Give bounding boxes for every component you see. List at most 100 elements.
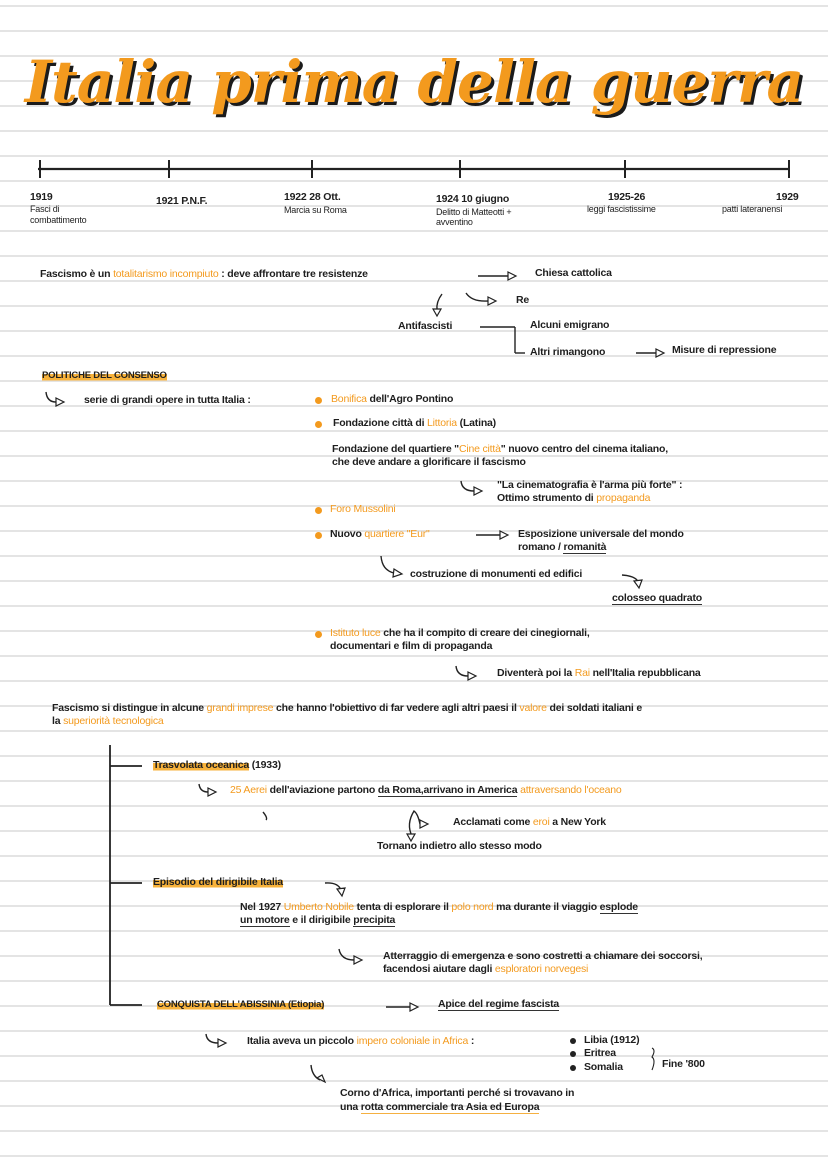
text-segment: Atterraggio di emergenza e sono costrett… bbox=[383, 950, 703, 962]
text-segment: che hanno l'obiettivo di far vedere agli… bbox=[273, 702, 520, 714]
note-line: Misure di repressione bbox=[672, 344, 777, 357]
note-line: "La cinematografia è l'arma più forte" : bbox=[497, 479, 683, 492]
arrow-icon bbox=[455, 665, 478, 681]
text-segment: Somalia bbox=[584, 1061, 623, 1073]
highlighted-keyword: superiorità tecnologica bbox=[63, 715, 164, 727]
text-segment: Nuovo bbox=[330, 528, 365, 540]
text-segment: ma durante il viaggio bbox=[493, 901, 600, 913]
timeline-year: 1924 10 giugno bbox=[436, 193, 510, 205]
timeline-event: patti lateranensi bbox=[722, 204, 783, 214]
note-line: Tornano indietro allo stesso modo bbox=[377, 840, 542, 853]
text-segment: Alcuni emigrano bbox=[530, 319, 610, 331]
section-heading: CONQUISTA DELL'ABISSINIA (Etiopia) bbox=[157, 998, 324, 1011]
timeline-event: avventino bbox=[436, 217, 473, 227]
note-line: documentari e film di propaganda bbox=[330, 640, 492, 653]
note-line: Fondazione città di Littoria (Latina) bbox=[333, 417, 496, 430]
text-segment: : bbox=[468, 1035, 475, 1047]
highlighted-keyword: Bonifica bbox=[331, 393, 367, 405]
text-segment: Acclamati come bbox=[453, 816, 533, 828]
section-heading: Episodio del dirigibile Italia bbox=[153, 876, 283, 889]
bullet-icon bbox=[570, 1038, 576, 1044]
text-segment: Antifascisti bbox=[398, 320, 453, 332]
text-segment: dell'aviazione partono bbox=[266, 784, 378, 796]
note-line: Fondazione del quartiere "Cine città" nu… bbox=[332, 443, 668, 456]
note-line: colosseo quadrato bbox=[612, 592, 702, 605]
note-line: Fine '800 bbox=[662, 1058, 705, 1071]
note-line: Antifascisti bbox=[398, 320, 452, 333]
arrow-icon bbox=[476, 530, 510, 540]
text-segment: Italia aveva un piccolo bbox=[247, 1035, 357, 1047]
note-line: Nuovo quartiere "Eur" bbox=[330, 528, 430, 541]
note-line: Esposizione universale del mondo bbox=[518, 528, 684, 541]
note-line: Fascismo è un totalitarismo incompiuto :… bbox=[40, 268, 368, 281]
note-line: costruzione di monumenti ed edifici bbox=[410, 568, 582, 581]
note-line: Fascismo si distingue in alcune grandi i… bbox=[52, 702, 642, 715]
text-segment: Fascismo è un bbox=[40, 268, 114, 280]
note-line: Eritrea bbox=[584, 1047, 616, 1060]
note-line: Acclamati come eroi a New York bbox=[453, 816, 606, 829]
arrow-icon bbox=[465, 292, 498, 306]
note-line: Istituto luce che ha il compito di crear… bbox=[330, 627, 590, 640]
highlighted-keyword: Istituto luce bbox=[330, 627, 381, 639]
arrow-icon bbox=[621, 574, 643, 590]
text-segment: Altri rimangono bbox=[530, 346, 606, 358]
text-segment: romanità bbox=[563, 541, 607, 554]
text-segment: colosseo quadrato bbox=[612, 592, 702, 605]
note-line: Corno d'Africa, importanti perché si tro… bbox=[340, 1087, 574, 1100]
note-line: che deve andare a glorificare il fascism… bbox=[332, 456, 526, 469]
text-segment: "La cinematografia è l'arma più forte" : bbox=[497, 479, 683, 491]
text-segment: Diventerà poi la bbox=[497, 667, 575, 679]
text-segment: (1933) bbox=[249, 759, 281, 771]
note-line: Libia (1912) bbox=[584, 1034, 640, 1047]
text-segment: " nuovo centro del cinema italiano, bbox=[500, 443, 668, 455]
text-segment: la bbox=[52, 715, 64, 727]
text-segment: che deve andare a glorificare il fascism… bbox=[332, 456, 526, 468]
text-segment: documentari e film di propaganda bbox=[330, 640, 493, 652]
text-segment: Fondazione del quartiere " bbox=[332, 443, 459, 455]
arrow-icon bbox=[324, 882, 346, 898]
text-segment: Fine '800 bbox=[662, 1058, 705, 1070]
text-segment: che ha il compito di creare dei cinegior… bbox=[380, 627, 590, 639]
highlighted-keyword: grandi imprese bbox=[206, 702, 274, 714]
text-segment: da Roma,arrivano in America bbox=[377, 784, 518, 797]
text-segment: Libia (1912) bbox=[584, 1034, 640, 1046]
arrow-icon bbox=[478, 271, 518, 281]
arrow-icon bbox=[405, 809, 430, 843]
text-segment: Esposizione universale del mondo bbox=[518, 528, 684, 540]
bullet-icon bbox=[315, 532, 322, 539]
text-segment: dei soldati italiani e bbox=[546, 702, 643, 714]
highlighted-heading: CONQUISTA DELL'ABISSINIA (Etiopia) bbox=[157, 999, 325, 1010]
highlighted-keyword: attraversando l'oceano bbox=[520, 784, 622, 796]
text-segment: a New York bbox=[549, 816, 606, 828]
arrow-icon bbox=[338, 948, 364, 965]
bullet-icon bbox=[570, 1065, 576, 1071]
arrow-icon bbox=[198, 783, 218, 797]
text-segment: Fondazione città di bbox=[333, 417, 428, 429]
arrow-icon bbox=[636, 348, 666, 358]
text-segment: Corno d'Africa, importanti perché si tro… bbox=[340, 1087, 575, 1099]
text-segment: Eritrea bbox=[584, 1047, 616, 1059]
highlighted-keyword: 25 Aerei bbox=[230, 784, 267, 796]
text-segment: costruzione di monumenti ed edifici bbox=[410, 568, 583, 580]
text-segment: esplode bbox=[599, 901, 638, 914]
note-line: una rotta commerciale tra Asia ed Europa bbox=[340, 1101, 540, 1114]
note-line: un motore e il dirigibile precipita bbox=[240, 914, 395, 927]
note-line: romano / romanità bbox=[518, 541, 606, 554]
text-segment: e il dirigibile bbox=[289, 914, 354, 926]
timeline-year: 1921 P.N.F. bbox=[156, 195, 208, 207]
text-segment: Apice del regime fascista bbox=[438, 998, 560, 1011]
bullet-icon bbox=[315, 397, 322, 404]
text-segment: Chiesa cattolica bbox=[535, 267, 612, 279]
timeline-event: Fasci di bbox=[30, 204, 60, 214]
text-segment: Misure di repressione bbox=[672, 344, 777, 356]
bullet-icon bbox=[570, 1051, 576, 1057]
highlighted-keyword: propaganda bbox=[596, 492, 651, 504]
highlighted-heading: POLITICHE DEL CONSENSO bbox=[42, 370, 167, 381]
highlighted-keyword: Cine città bbox=[458, 443, 501, 455]
timeline-event: combattimento bbox=[30, 215, 87, 225]
timeline-event: leggi fascistissime bbox=[587, 204, 656, 214]
arrow-icon bbox=[651, 1047, 655, 1071]
note-line: Diventerà poi la Rai nell'Italia repubbl… bbox=[497, 667, 701, 680]
arrow-icon bbox=[431, 293, 443, 318]
section-heading: Trasvolata oceanica (1933) bbox=[153, 759, 281, 772]
